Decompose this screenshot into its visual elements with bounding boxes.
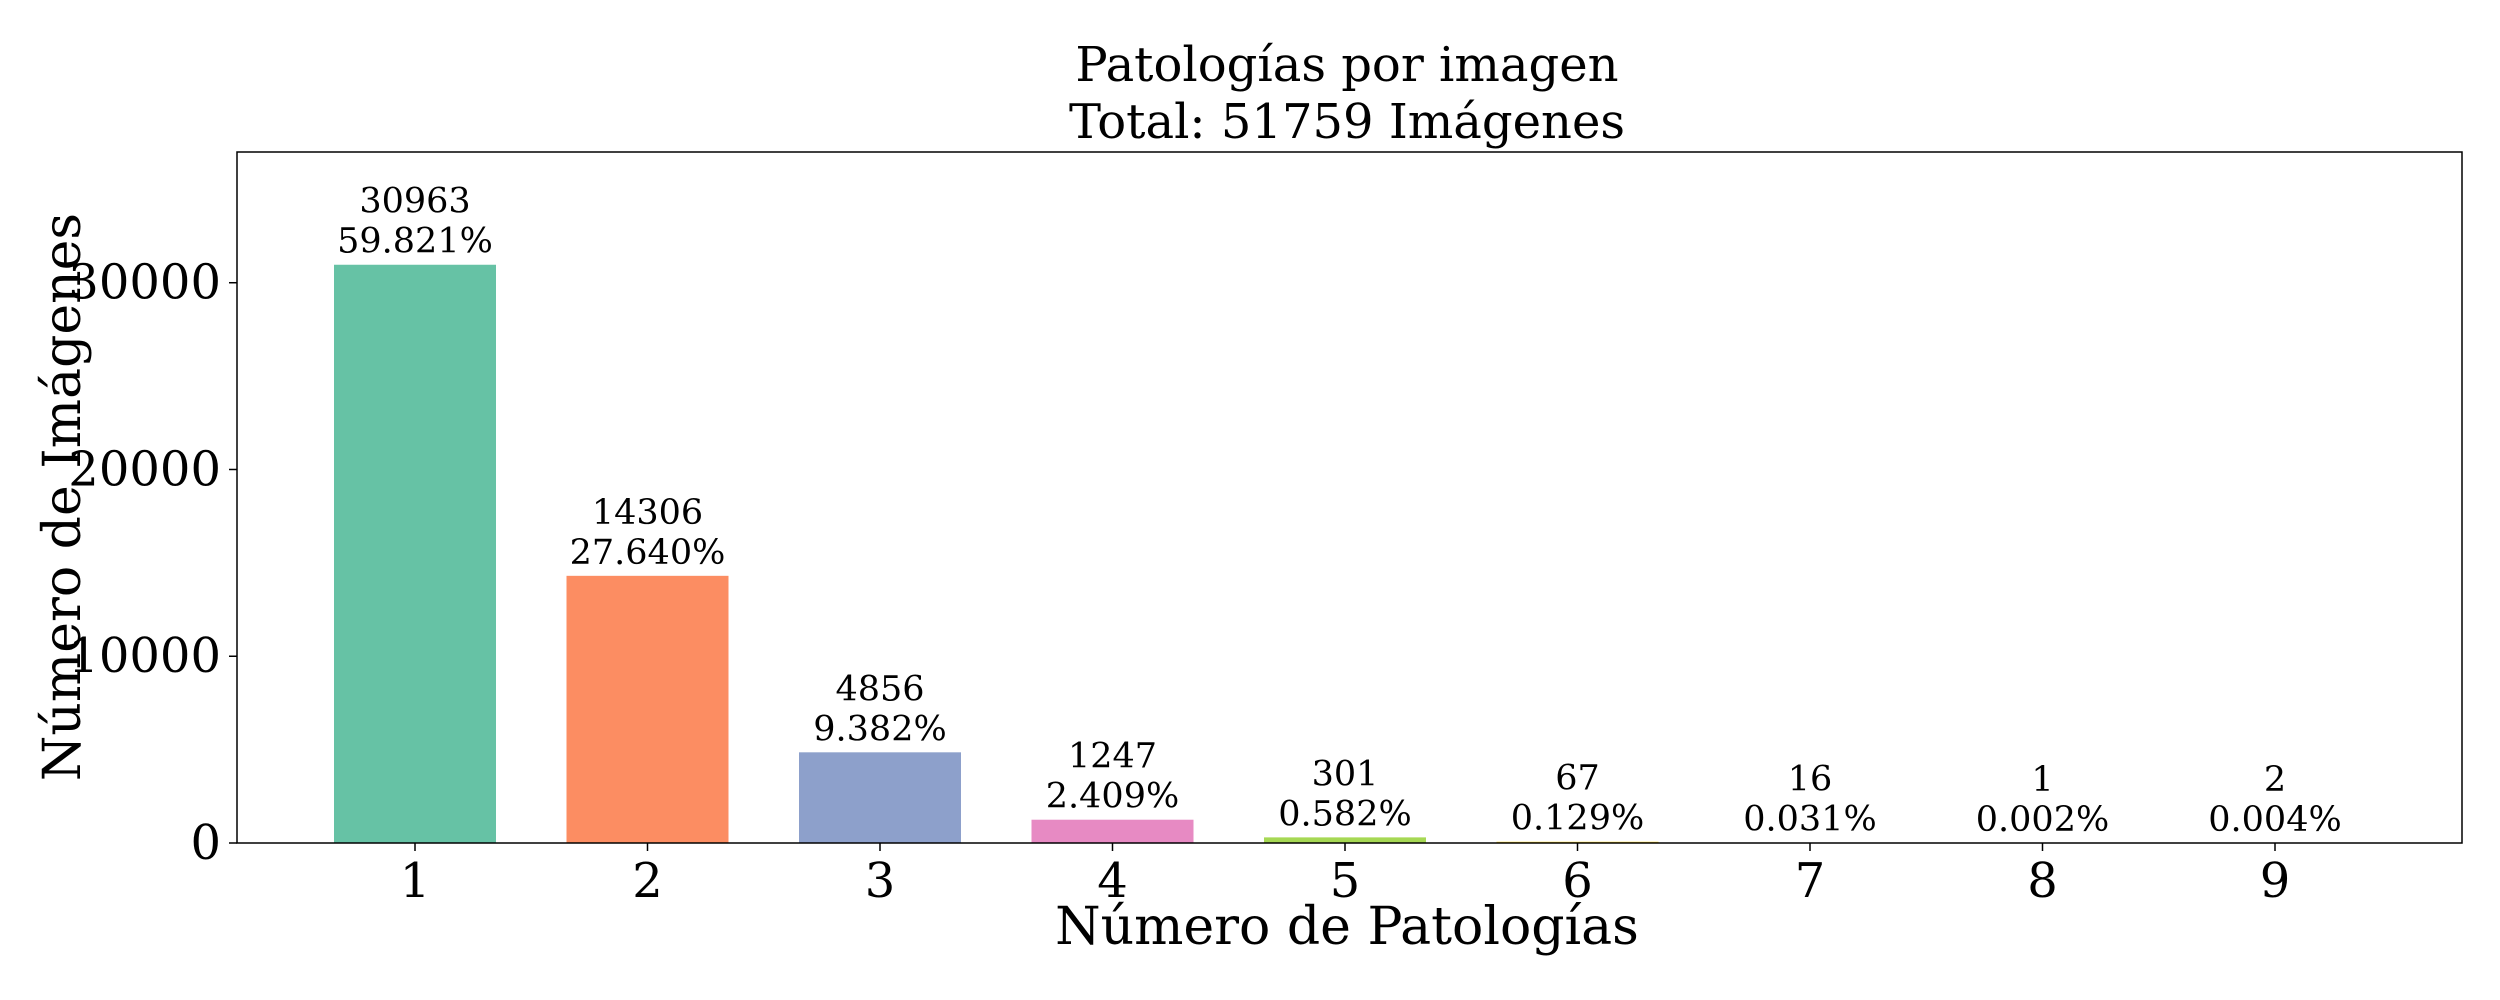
x-tick-label-2: 2 — [632, 853, 663, 909]
x-tick-label-6: 6 — [1562, 853, 1593, 909]
y-tick-label-30000: 30000 — [68, 255, 221, 311]
plot-frame — [236, 151, 2463, 844]
bar-percent-label-7: 0.031% — [1743, 800, 1876, 840]
bar-value-label-7: 16 — [1788, 760, 1833, 800]
chart-title: Patologías por imagen — [1075, 37, 1618, 93]
bar-percent-label-4: 2.409% — [1046, 777, 1179, 817]
bar-value-label-5: 301 — [1312, 754, 1379, 794]
y-axis-label: Número de Imágenes — [33, 213, 93, 781]
chart-subtitle: Total: 51759 Imágenes — [1069, 94, 1625, 150]
bar-value-label-2: 14306 — [592, 493, 703, 533]
bar-4 — [1031, 819, 1194, 843]
x-axis-ticks: 1 2 3 4 5 6 7 8 9 — [400, 843, 2291, 909]
bar-value-label-4: 1247 — [1068, 737, 1157, 777]
bar-percent-label-9: 0.004% — [2208, 800, 2341, 840]
bar-value-label-3: 4856 — [835, 669, 924, 709]
x-tick-label-9: 9 — [2260, 853, 2291, 909]
y-axis-ticks: 0 10000 20000 30000 — [68, 255, 237, 871]
bar-2 — [566, 575, 729, 843]
bar-3 — [799, 752, 961, 843]
bar-percent-label-5: 0.582% — [1278, 794, 1411, 834]
bar-percent-label-1: 59.821% — [337, 222, 493, 262]
y-tick-label-20000: 20000 — [68, 441, 221, 497]
bar-5 — [1264, 837, 1426, 843]
bar-value-label-8: 1 — [2031, 760, 2053, 800]
x-axis-label: Número de Patologías — [1055, 897, 1639, 957]
bar-1 — [334, 264, 496, 843]
bar-percent-label-3: 9.382% — [813, 709, 946, 749]
bar-value-label-9: 2 — [2264, 760, 2286, 800]
x-tick-label-8: 8 — [2027, 853, 2058, 909]
x-tick-label-1: 1 — [400, 853, 431, 909]
x-tick-label-4: 4 — [1097, 853, 1128, 909]
bar-value-label-1: 30963 — [359, 182, 470, 222]
y-tick-label-10000: 10000 — [68, 628, 221, 684]
bar-percent-label-2: 27.640% — [570, 533, 726, 573]
bar-percent-label-8: 0.002% — [1976, 800, 2109, 840]
x-tick-label-3: 3 — [865, 853, 896, 909]
bar-percent-label-6: 0.129% — [1511, 799, 1644, 839]
bar-value-label-6: 67 — [1555, 759, 1600, 799]
y-tick-label-0: 0 — [190, 815, 221, 871]
x-tick-label-5: 5 — [1330, 853, 1361, 909]
x-tick-label-7: 7 — [1795, 853, 1826, 909]
